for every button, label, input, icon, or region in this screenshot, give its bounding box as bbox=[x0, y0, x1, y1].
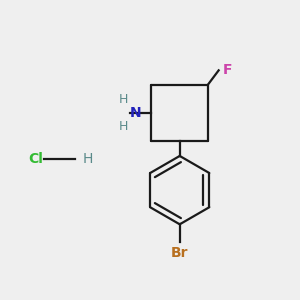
Text: N: N bbox=[130, 106, 141, 120]
Text: H: H bbox=[118, 93, 128, 106]
Text: F: F bbox=[223, 63, 232, 77]
Text: H: H bbox=[82, 152, 93, 166]
Text: Cl: Cl bbox=[28, 152, 43, 166]
Text: Br: Br bbox=[171, 246, 188, 260]
Text: H: H bbox=[118, 120, 128, 133]
